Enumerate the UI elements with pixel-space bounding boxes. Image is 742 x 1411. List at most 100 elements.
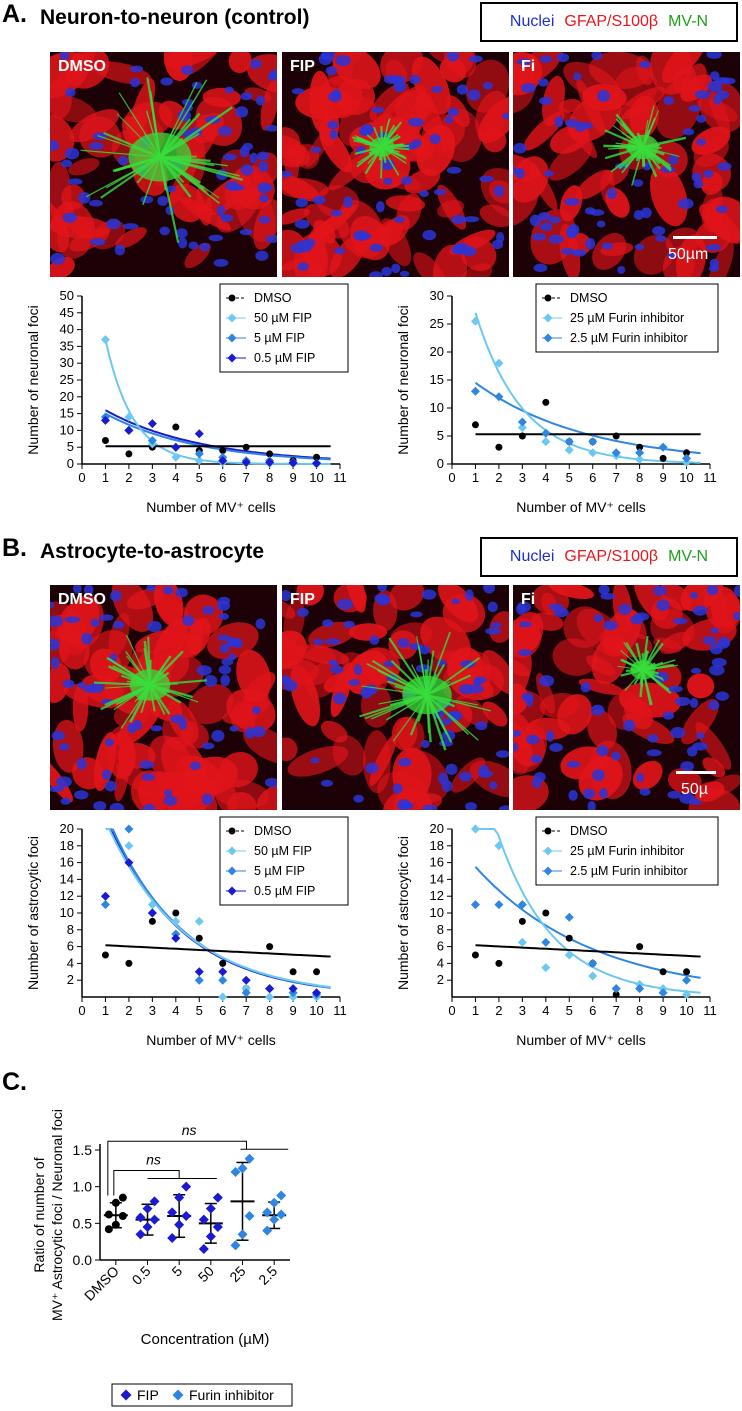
nucleus: [208, 234, 224, 242]
nucleus: [465, 802, 477, 810]
x-tick-label: 8: [266, 470, 273, 485]
micrograph-label: DMSO: [58, 58, 106, 75]
astrocyte-shape: [667, 767, 702, 794]
data-point: [518, 917, 526, 925]
nucleus: [90, 618, 100, 627]
data-point: [611, 984, 621, 994]
nucleus: [67, 178, 83, 185]
y-tick-label: 10: [430, 400, 444, 415]
nucleus: [150, 725, 163, 732]
data-point: [148, 917, 156, 925]
nucleus: [114, 244, 125, 256]
x-tick-label: 11: [333, 470, 347, 485]
data-point: [494, 358, 504, 368]
nucleus: [229, 725, 239, 732]
nucleus: [474, 676, 487, 684]
nucleus: [539, 222, 553, 232]
nucleus: [371, 106, 384, 114]
data-point: [265, 992, 275, 1002]
data-point: [276, 1190, 287, 1201]
x-tick-label: 1: [472, 1003, 479, 1018]
data-point: [124, 412, 134, 422]
nucleus: [51, 730, 65, 741]
legend-entry: DMSO: [570, 824, 608, 838]
data-point: [659, 454, 667, 462]
group-5: [167, 1181, 192, 1243]
nucleus: [383, 74, 399, 84]
nucleus: [469, 684, 484, 694]
nucleus: [710, 627, 719, 634]
nucleus: [656, 599, 670, 611]
nucleus: [157, 195, 169, 206]
nucleus: [660, 165, 676, 173]
x-axis-label: Number of MV⁺ cells: [516, 499, 646, 515]
y-tick-label: 2: [437, 972, 444, 987]
nucleus: [377, 585, 388, 592]
fit-curve: [105, 828, 331, 989]
y-tick-label: 0: [67, 456, 74, 471]
nucleus: [64, 147, 80, 160]
panel-a-letter: A.: [2, 0, 27, 28]
nucleus: [463, 216, 480, 223]
nucleus: [709, 664, 725, 676]
nucleus: [166, 185, 177, 193]
data-point: [683, 968, 691, 976]
y-tick-label: 4: [437, 955, 444, 970]
legend-gfap: GFAP/S100β: [564, 548, 659, 565]
nucleus: [679, 792, 695, 804]
data-point: [544, 827, 552, 835]
micrograph-label: Fi: [521, 58, 536, 75]
astrocyte-shape: [380, 215, 410, 246]
data-point: [683, 449, 691, 457]
nucleus: [611, 751, 621, 761]
nucleus: [181, 98, 195, 106]
nucleus: [64, 616, 81, 624]
data-point: [124, 425, 134, 435]
nucleus: [109, 802, 125, 810]
nucleus: [539, 55, 553, 64]
data-point: [101, 436, 109, 444]
astrocyte-shape: [539, 693, 580, 719]
data-point: [125, 959, 133, 967]
nucleus: [291, 88, 304, 95]
astrocyte-shape: [282, 659, 319, 690]
nucleus: [93, 801, 107, 810]
x-tick-label: 10: [309, 470, 323, 485]
nucleus: [705, 244, 722, 251]
astrocyte-shape: [475, 90, 509, 141]
data-point: [313, 453, 321, 461]
data-point: [228, 294, 236, 302]
astrocyte-shape: [115, 227, 147, 249]
nucleus: [433, 188, 447, 196]
nucleus: [146, 585, 156, 592]
nucleus: [170, 714, 186, 724]
data-point: [517, 423, 527, 433]
y-tick-label: 1.0: [73, 1179, 93, 1195]
data-point: [227, 866, 237, 876]
astrocyte-shape: [416, 125, 456, 177]
x-tick-label: 11: [703, 1003, 717, 1018]
nucleus: [709, 258, 720, 270]
astrocyte-shape: [292, 644, 349, 665]
nucleus: [213, 259, 229, 267]
nucleus: [180, 65, 194, 76]
data-point: [635, 984, 645, 994]
fit-curve: [105, 944, 331, 958]
nucleus: [294, 219, 310, 229]
nucleus: [525, 694, 534, 707]
x-tick-label: 7: [613, 470, 620, 485]
nucleus: [325, 66, 338, 76]
astrocyte-shape: [413, 252, 446, 277]
nucleus: [228, 653, 237, 661]
x-tick-label: 5: [566, 1003, 573, 1018]
legend-frame: [111, 1383, 293, 1407]
nucleus: [59, 52, 70, 61]
x-axis-label: Number of MV⁺ cells: [146, 499, 276, 515]
nucleus: [89, 238, 106, 246]
nucleus: [218, 126, 233, 136]
data-point: [174, 1192, 185, 1203]
nucleus: [419, 190, 429, 198]
data-point: [227, 846, 237, 856]
chart-legend: DMSO 25 µM Furin inhibitor 2.5 µM Furin in…: [535, 283, 719, 353]
